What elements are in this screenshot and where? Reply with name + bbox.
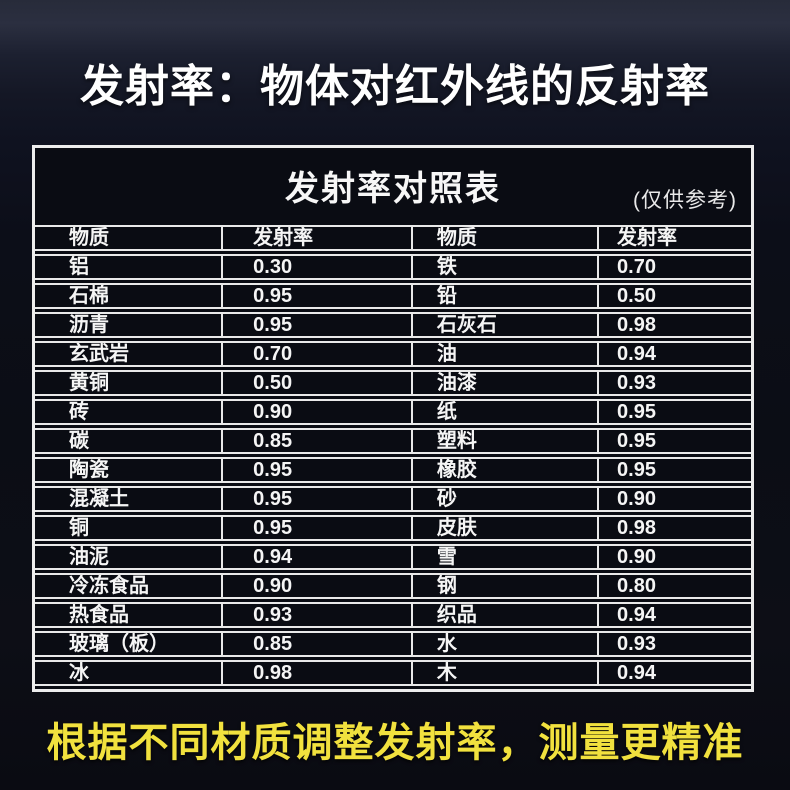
material-cell: 雪 xyxy=(410,544,598,570)
emissivity-value-cell: 0.90 xyxy=(597,486,751,512)
page-title: 发射率：物体对红外线的反射率 xyxy=(80,62,710,111)
table-title: 发射率对照表 xyxy=(285,169,501,208)
material-cell: 黄铜 xyxy=(35,370,222,396)
table-row: 黄铜 0.50 油漆 0.93 xyxy=(35,370,751,396)
emissivity-value-cell: 0.98 xyxy=(221,660,411,686)
header-row: 物质 发射率 物质 发射率 xyxy=(35,225,751,251)
table-header: 发射率对照表 (仅供参考) xyxy=(35,148,751,222)
table-row: 砖 0.90 纸 0.95 xyxy=(35,399,751,425)
material-cell: 水 xyxy=(410,631,598,657)
material-cell: 纸 xyxy=(410,399,598,425)
emissivity-value-cell: 0.90 xyxy=(221,573,411,599)
material-cell: 铝 xyxy=(35,254,222,280)
table-row: 沥青 0.95 石灰石 0.98 xyxy=(35,312,751,338)
material-cell: 油 xyxy=(410,341,598,367)
emissivity-value-cell: 0.93 xyxy=(597,370,751,396)
table-row: 铜 0.95 皮肤 0.98 xyxy=(35,515,751,541)
material-cell: 木 xyxy=(410,660,598,686)
material-cell: 织品 xyxy=(410,602,598,628)
emissivity-value-cell: 0.95 xyxy=(221,457,411,483)
table-column-headers: 物质 发射率 物质 发射率 xyxy=(35,225,751,251)
emissivity-value-cell: 0.95 xyxy=(221,515,411,541)
material-cell: 沥青 xyxy=(35,312,222,338)
material-cell: 油泥 xyxy=(35,544,222,570)
emissivity-value-cell: 0.95 xyxy=(597,399,751,425)
emissivity-value-cell: 0.95 xyxy=(221,486,411,512)
emissivity-value-cell: 0.93 xyxy=(597,631,751,657)
emissivity-value-cell: 0.95 xyxy=(597,428,751,454)
material-cell: 冰 xyxy=(35,660,222,686)
emissivity-value-cell: 0.85 xyxy=(221,428,411,454)
material-cell: 塑料 xyxy=(410,428,598,454)
emissivity-value-cell: 0.95 xyxy=(221,312,411,338)
emissivity-value-cell: 0.50 xyxy=(221,370,411,396)
bottom-note: 根据不同材质调整发射率，测量更精准 xyxy=(46,721,744,765)
emissivity-value-cell: 0.94 xyxy=(597,602,751,628)
table-row: 铝 0.30 铁 0.70 xyxy=(35,254,751,280)
emissivity-value-cell: 0.90 xyxy=(597,544,751,570)
emissivity-value-cell: 0.98 xyxy=(597,515,751,541)
material-cell: 石棉 xyxy=(35,283,222,309)
emissivity-value-cell: 0.70 xyxy=(597,254,751,280)
material-cell: 玻璃（板） xyxy=(35,631,222,657)
table-row: 陶瓷 0.95 橡胶 0.95 xyxy=(35,457,751,483)
material-cell: 碳 xyxy=(35,428,222,454)
material-cell: 混凝土 xyxy=(35,486,222,512)
emissivity-value-cell: 0.50 xyxy=(597,283,751,309)
table-row: 热食品 0.93 织品 0.94 xyxy=(35,602,751,628)
material-cell: 陶瓷 xyxy=(35,457,222,483)
material-cell: 油漆 xyxy=(410,370,598,396)
material-cell: 砂 xyxy=(410,486,598,512)
material-cell: 橡胶 xyxy=(410,457,598,483)
column-header-emissivity: 发射率 xyxy=(597,225,751,251)
column-header-emissivity: 发射率 xyxy=(221,225,411,251)
material-cell: 钢 xyxy=(410,573,598,599)
table-row: 石棉 0.95 铅 0.50 xyxy=(35,283,751,309)
material-cell: 铅 xyxy=(410,283,598,309)
emissivity-value-cell: 0.70 xyxy=(221,341,411,367)
emissivity-value-cell: 0.95 xyxy=(221,283,411,309)
emissivity-value-cell: 0.80 xyxy=(597,573,751,599)
emissivity-value-cell: 0.94 xyxy=(597,660,751,686)
table-row: 玄武岩 0.70 油 0.94 xyxy=(35,341,751,367)
emissivity-value-cell: 0.94 xyxy=(597,341,751,367)
column-header-material: 物质 xyxy=(35,225,222,251)
emissivity-value-cell: 0.94 xyxy=(221,544,411,570)
material-cell: 皮肤 xyxy=(410,515,598,541)
table-row: 混凝土 0.95 砂 0.90 xyxy=(35,486,751,512)
table-row: 冰 0.98 木 0.94 xyxy=(35,660,751,686)
emissivity-table: 物质 发射率 物质 发射率 铝 0.30 铁 0.70 石棉 0.95 铅 0.50 沥青 0.95 石灰… xyxy=(35,222,751,689)
material-cell: 石灰石 xyxy=(410,312,598,338)
column-header-material: 物质 xyxy=(410,225,598,251)
table-row: 玻璃（板） 0.85 水 0.93 xyxy=(35,631,751,657)
table-body: 铝 0.30 铁 0.70 石棉 0.95 铅 0.50 沥青 0.95 石灰石 0.98 玄武岩 0.7… xyxy=(35,254,751,686)
emissivity-value-cell: 0.90 xyxy=(221,399,411,425)
table-note: (仅供参考) xyxy=(633,189,737,212)
material-cell: 冷冻食品 xyxy=(35,573,222,599)
material-cell: 铁 xyxy=(410,254,598,280)
material-cell: 砖 xyxy=(35,399,222,425)
emissivity-value-cell: 0.30 xyxy=(221,254,411,280)
emissivity-table-card: 发射率对照表 (仅供参考) 物质 发射率 物质 发射率 铝 0.30 铁 0.70 石棉 0.9… xyxy=(32,145,754,692)
emissivity-value-cell: 0.85 xyxy=(221,631,411,657)
material-cell: 热食品 xyxy=(35,602,222,628)
table-row: 碳 0.85 塑料 0.95 xyxy=(35,428,751,454)
table-row: 冷冻食品 0.90 钢 0.80 xyxy=(35,573,751,599)
emissivity-value-cell: 0.95 xyxy=(597,457,751,483)
emissivity-value-cell: 0.98 xyxy=(597,312,751,338)
emissivity-value-cell: 0.93 xyxy=(221,602,411,628)
material-cell: 铜 xyxy=(35,515,222,541)
table-row: 油泥 0.94 雪 0.90 xyxy=(35,544,751,570)
material-cell: 玄武岩 xyxy=(35,341,222,367)
